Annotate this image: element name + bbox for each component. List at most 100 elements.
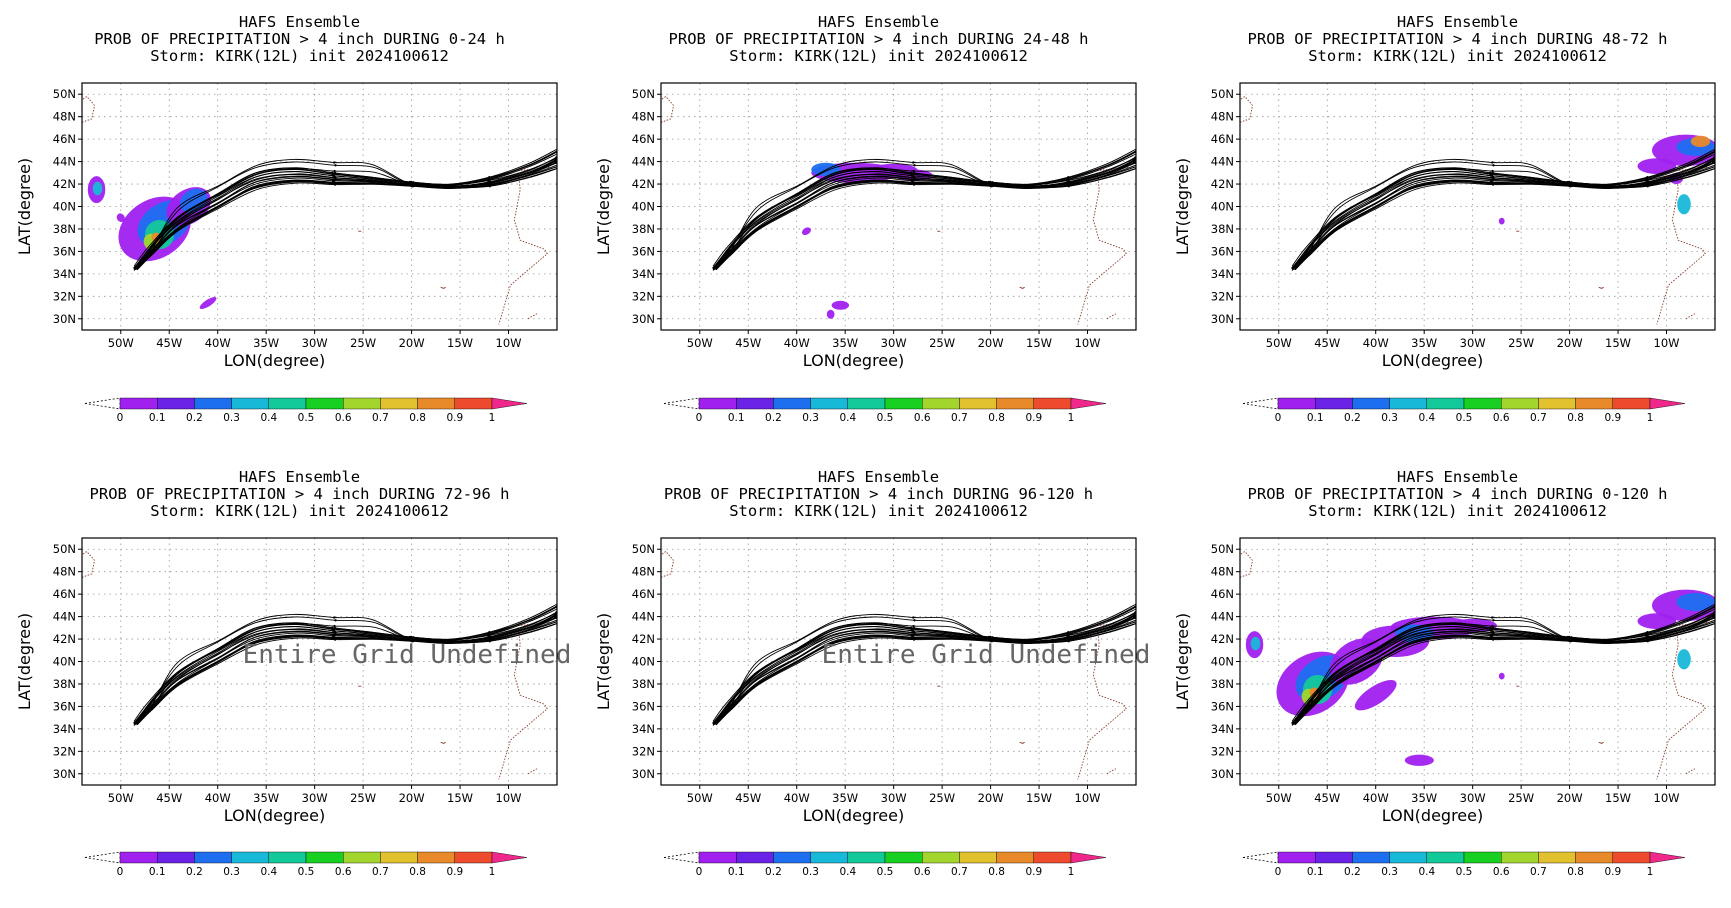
x-tick-label: 45W xyxy=(735,791,761,805)
track-marker xyxy=(910,179,914,182)
colorbar-segment xyxy=(156,397,195,410)
y-tick-label: 48N xyxy=(632,110,655,124)
y-tick-label: 44N xyxy=(632,155,655,169)
x-tick-label: 30W xyxy=(302,791,328,805)
x-tick-label: 20W xyxy=(1557,336,1583,350)
track-marker xyxy=(557,167,559,169)
colorbar-segment xyxy=(1612,397,1651,410)
x-tick-label: 35W xyxy=(253,791,279,805)
x-tick-label: 35W xyxy=(832,336,858,350)
y-tick-label: 44N xyxy=(632,610,655,624)
y-tick-label: 42N xyxy=(53,632,76,646)
colorbar-tick-label: 0.8 xyxy=(988,412,1005,424)
island-coast xyxy=(440,741,446,744)
x-tick-label: 40W xyxy=(205,336,231,350)
colorbar-segment xyxy=(736,851,774,864)
colorbar-tick-label: 0.5 xyxy=(877,412,894,424)
y-tick-label: 46N xyxy=(632,587,655,601)
colorbar-segment xyxy=(1314,397,1353,410)
plot-area xyxy=(661,538,1136,785)
x-tick-label: 15W xyxy=(1026,791,1052,805)
colorbar-tick-label: 0.9 xyxy=(1604,866,1621,878)
track-marker xyxy=(910,627,913,630)
colorbar-tick-label: 0.9 xyxy=(1604,412,1621,424)
y-tick-label: 30N xyxy=(1211,312,1234,326)
track-marker xyxy=(1491,169,1494,173)
track-marker xyxy=(487,179,490,182)
plot-area xyxy=(82,538,557,785)
y-tick-label: 44N xyxy=(53,610,76,624)
x-tick-label: 25W xyxy=(929,336,955,350)
panel-title-line: PROB OF PRECIPITATION > 4 inch DURING 0-… xyxy=(94,30,505,48)
track-marker xyxy=(1491,616,1494,619)
coastline xyxy=(1077,621,1132,780)
colorbar-tick-label: 0.2 xyxy=(1344,412,1361,424)
y-tick-label: 38N xyxy=(53,677,76,691)
colorbar-tick-label: 0.3 xyxy=(802,866,819,878)
colorbar-tick-label: 0.7 xyxy=(951,412,968,424)
track-marker xyxy=(333,169,336,173)
track-marker xyxy=(1492,631,1495,635)
panel-title-line: Storm: KIRK(12L) init 2024100612 xyxy=(1308,47,1607,65)
island-coast xyxy=(440,286,446,289)
track-marker xyxy=(913,176,916,180)
y-tick-label: 38N xyxy=(632,677,655,691)
colorbar-tick-label: 0.7 xyxy=(372,866,389,878)
colorbar-tick-label: 0.3 xyxy=(1381,866,1398,878)
track-marker xyxy=(488,638,492,642)
panel-title-line: Storm: KIRK(12L) init 2024100612 xyxy=(729,502,1028,520)
track-marker xyxy=(334,164,337,167)
y-tick-label: 40N xyxy=(1211,655,1234,669)
track-marker xyxy=(1133,159,1136,162)
x-tick-label: 15W xyxy=(1605,791,1631,805)
coastline xyxy=(1656,621,1711,780)
precip-prob-area xyxy=(1677,649,1691,670)
colorbar-tick-label: 0.3 xyxy=(223,866,240,878)
precip-prob-area xyxy=(1637,158,1677,174)
coastline xyxy=(661,550,675,578)
colorbar-segment xyxy=(305,851,344,864)
colorbar: 0 0.1 0.2 0.3 0.4 0.5 0.6 0.7 0.8 0.9 1 xyxy=(663,851,1107,878)
track-marker xyxy=(554,614,557,617)
precip-prob-area xyxy=(1404,754,1434,766)
coastline xyxy=(82,550,96,578)
track-marker xyxy=(912,638,916,641)
track-marker xyxy=(331,627,334,630)
y-tick-label: 34N xyxy=(53,267,76,281)
colorbar-tick-label: 0.4 xyxy=(1418,866,1435,878)
track-marker xyxy=(411,640,414,643)
colorbar-segment xyxy=(922,397,960,410)
colorbar: 0 0.1 0.2 0.3 0.4 0.5 0.6 0.7 0.8 0.9 1 xyxy=(663,397,1107,424)
colorbar-tick-label: 0.7 xyxy=(1530,412,1547,424)
colorbar-tick-label: 0.4 xyxy=(260,866,277,878)
track-marker xyxy=(332,181,336,184)
track-marker xyxy=(1646,636,1649,639)
panel-title-line: PROB OF PRECIPITATION > 4 inch DURING 48… xyxy=(1248,30,1668,48)
colorbar-tick-label: 0.6 xyxy=(335,866,352,878)
x-tick-label: 30W xyxy=(881,336,907,350)
colorbar-tick-label: 0.8 xyxy=(1567,866,1584,878)
track-marker xyxy=(557,165,559,167)
track-marker xyxy=(1491,624,1494,628)
y-tick-label: 42N xyxy=(1211,177,1234,191)
colorbar-tick-label: 0.5 xyxy=(1456,412,1473,424)
track-marker xyxy=(332,636,336,639)
plot-area xyxy=(661,83,1139,330)
colorbar-tick-label: 0.4 xyxy=(839,866,856,878)
x-axis-label: LON(degree) xyxy=(224,806,325,825)
track-marker xyxy=(1570,636,1573,639)
border-line xyxy=(1685,768,1696,775)
track-marker xyxy=(1646,638,1650,642)
precip-prob-area xyxy=(1498,217,1505,225)
y-tick-label: 46N xyxy=(1211,132,1234,146)
y-tick-label: 32N xyxy=(1211,289,1234,303)
track-marker xyxy=(1137,167,1139,169)
track-marker xyxy=(991,181,994,184)
y-tick-label: 48N xyxy=(53,110,76,124)
track-marker xyxy=(1067,183,1071,187)
y-tick-label: 46N xyxy=(53,132,76,146)
plot-area xyxy=(82,83,559,330)
precip-prob-area xyxy=(1690,135,1711,147)
precip-prob-area xyxy=(1677,194,1691,215)
